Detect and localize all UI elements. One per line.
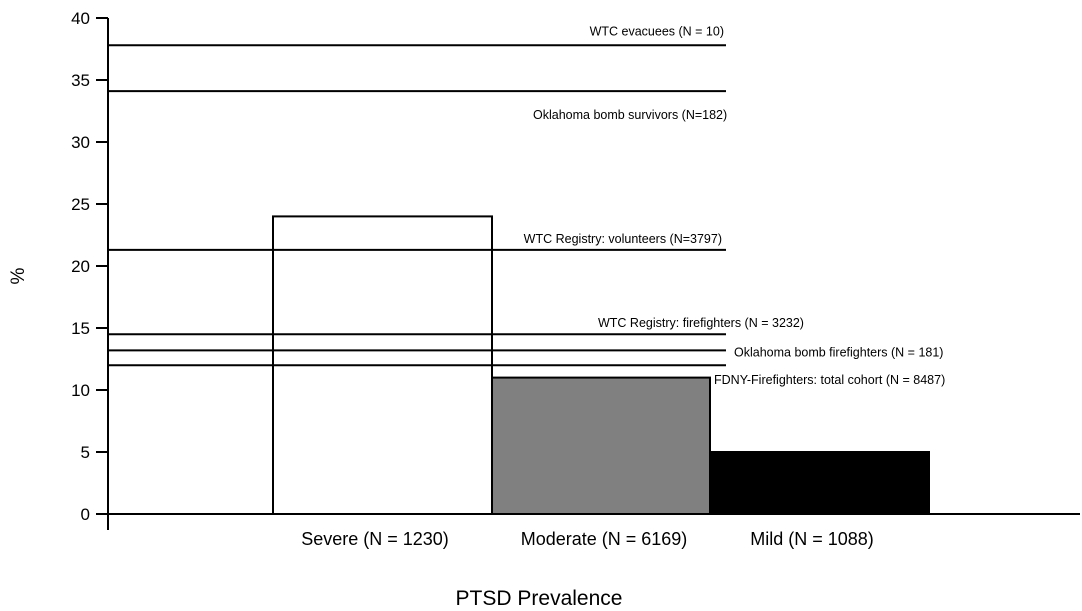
reference-line-label: FDNY-Firefighters: total cohort (N = 848… <box>714 373 945 387</box>
y-tick-label: 5 <box>81 443 90 462</box>
x-category-label: Mild (N = 1088) <box>750 529 874 549</box>
y-tick-label: 20 <box>71 257 90 276</box>
y-tick-label: 15 <box>71 319 90 338</box>
x-category-labels: Severe (N = 1230) Moderate (N = 6169) Mild… <box>301 529 874 549</box>
reference-line-label: Oklahoma bomb survivors (N=182) <box>533 108 727 122</box>
reference-line-label: WTC Registry: volunteers (N=3797) <box>524 232 722 246</box>
reference-line-label: Oklahoma bomb firefighters (N = 181) <box>734 345 943 359</box>
reference-line-label: WTC Registry: firefighters (N = 3232) <box>598 316 804 330</box>
y-tick-label: 30 <box>71 133 90 152</box>
x-category-label: Moderate (N = 6169) <box>521 529 688 549</box>
y-ticks: 0 5 10 15 20 25 30 35 40 <box>71 9 108 524</box>
y-tick-label: 10 <box>71 381 90 400</box>
x-axis-title: PTSD Prevalence <box>456 587 623 610</box>
y-tick-label: 0 <box>81 505 90 524</box>
bar-3 <box>709 451 930 515</box>
reference-line-labels: WTC evacuees (N = 10) Oklahoma bomb survi… <box>524 24 946 387</box>
reference-line-label: WTC evacuees (N = 10) <box>590 24 724 38</box>
y-tick-label: 35 <box>71 71 90 90</box>
y-tick-label: 40 <box>71 9 90 28</box>
y-tick-label: 25 <box>71 195 90 214</box>
y-axis-label: % <box>8 267 29 284</box>
axes <box>107 18 1080 530</box>
bar-2 <box>491 376 711 515</box>
x-category-label: Severe (N = 1230) <box>301 529 449 549</box>
reference-lines <box>108 44 726 367</box>
